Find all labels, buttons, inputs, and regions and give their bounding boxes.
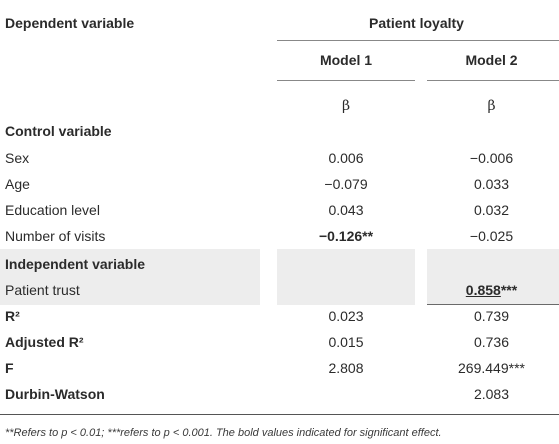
row-label-dw: Durbin-Watson [5, 386, 105, 402]
visits-model2: −0.025 [469, 228, 514, 244]
sex-model1: 0.006 [328, 150, 364, 166]
model1-rule [277, 80, 415, 81]
shade-model2-col [427, 249, 559, 305]
trust-model2-stars: *** [500, 282, 518, 298]
visits-model1: −0.126** [318, 228, 374, 244]
sex-model2: −0.006 [469, 150, 514, 166]
model2-beta: β [487, 98, 496, 114]
model2-rule [427, 80, 559, 81]
shade-model1-col [277, 249, 415, 305]
model1-beta: β [341, 98, 351, 114]
independent-variable-label: Independent variable [5, 256, 146, 272]
dw-model2: 2.083 [473, 386, 510, 402]
row-label-education: Education level [5, 202, 100, 218]
education-model2: 0.032 [473, 202, 510, 218]
age-model2: 0.033 [473, 176, 510, 192]
adj-r2-model2: 0.736 [473, 334, 510, 350]
education-model1: 0.043 [328, 202, 364, 218]
row-label-visits: Number of visits [5, 228, 106, 244]
row-label-age: Age [5, 176, 30, 192]
row-label-trust: Patient trust [5, 282, 80, 298]
group-header-rule [277, 40, 559, 41]
row-label-r2: R² [5, 308, 20, 324]
control-variable-label: Control variable [5, 123, 112, 139]
row-label-sex: Sex [5, 150, 30, 166]
r2-model1: 0.023 [328, 308, 364, 324]
f-model1: 2.808 [328, 360, 364, 376]
age-model1: −0.079 [324, 176, 368, 192]
row-label-f: F [5, 360, 14, 376]
row-label-adj-r2: Adjusted R² [5, 334, 84, 350]
bottom-rule [0, 414, 559, 415]
model1-header: Model 1 [319, 52, 373, 68]
model2-header: Model 2 [465, 52, 518, 68]
shade-label-col [0, 249, 260, 305]
adj-r2-model1: 0.015 [328, 334, 364, 350]
trust-model2-value: 0.858 [465, 282, 501, 298]
dependent-variable-header: Dependent variable [5, 15, 135, 31]
f-model2: 269.449*** [458, 360, 525, 376]
table-footnote: **Refers to p < 0.01; ***refers to p < 0… [5, 427, 442, 439]
trust-model2: 0.858*** [427, 282, 556, 298]
trust-model2-rule [427, 304, 559, 305]
patient-loyalty-header: Patient loyalty [369, 15, 464, 31]
r2-model2: 0.739 [473, 308, 510, 324]
